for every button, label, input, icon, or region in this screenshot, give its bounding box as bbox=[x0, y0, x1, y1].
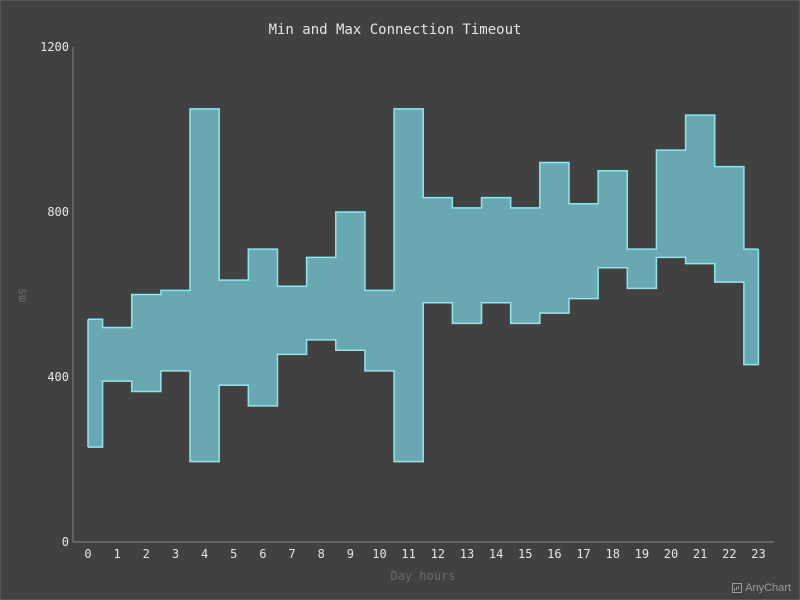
x-tick-label: 10 bbox=[372, 547, 386, 561]
range-area-fill bbox=[88, 108, 759, 462]
x-tick-label: 22 bbox=[722, 547, 736, 561]
credits-label: AnyChart bbox=[745, 582, 791, 594]
x-tick-label: 8 bbox=[318, 547, 325, 561]
y-tick-label: 0 bbox=[62, 535, 69, 549]
x-tick-label: 12 bbox=[431, 547, 445, 561]
x-tick-label: 18 bbox=[605, 547, 619, 561]
x-tick-label: 7 bbox=[288, 547, 295, 561]
x-tick-label: 5 bbox=[230, 547, 237, 561]
x-tick-label: 1 bbox=[114, 547, 121, 561]
x-tick-label: 6 bbox=[259, 547, 266, 561]
x-tick-label: 15 bbox=[518, 547, 532, 561]
high-series-line bbox=[88, 108, 759, 329]
x-tick-label: 0 bbox=[84, 547, 91, 561]
x-tick-label: 13 bbox=[460, 547, 474, 561]
x-tick-label: 9 bbox=[347, 547, 354, 561]
x-tick-label: 14 bbox=[489, 547, 503, 561]
x-tick-label: 17 bbox=[576, 547, 590, 561]
x-tick-label: 11 bbox=[401, 547, 415, 561]
x-tick-label: 3 bbox=[172, 547, 179, 561]
x-tick-label: 20 bbox=[664, 547, 678, 561]
chart-title: Min and Max Connection Timeout bbox=[269, 22, 522, 38]
low-series-line bbox=[88, 256, 759, 463]
y-axis-title: ms bbox=[15, 288, 29, 302]
y-tick-label: 800 bbox=[47, 205, 69, 219]
x-tick-label: 16 bbox=[547, 547, 561, 561]
x-tick-label: 23 bbox=[751, 547, 765, 561]
x-tick-label: 4 bbox=[201, 547, 208, 561]
x-tick-label: 2 bbox=[143, 547, 150, 561]
y-tick-label: 400 bbox=[47, 370, 69, 384]
x-axis-title: Day hours bbox=[390, 569, 455, 583]
x-tick-label: 21 bbox=[693, 547, 707, 561]
chart-logo-icon bbox=[732, 583, 743, 593]
x-tick-label: 19 bbox=[635, 547, 649, 561]
chart-credits[interactable]: AnyChart bbox=[732, 582, 791, 594]
y-tick-label: 1200 bbox=[40, 40, 69, 54]
